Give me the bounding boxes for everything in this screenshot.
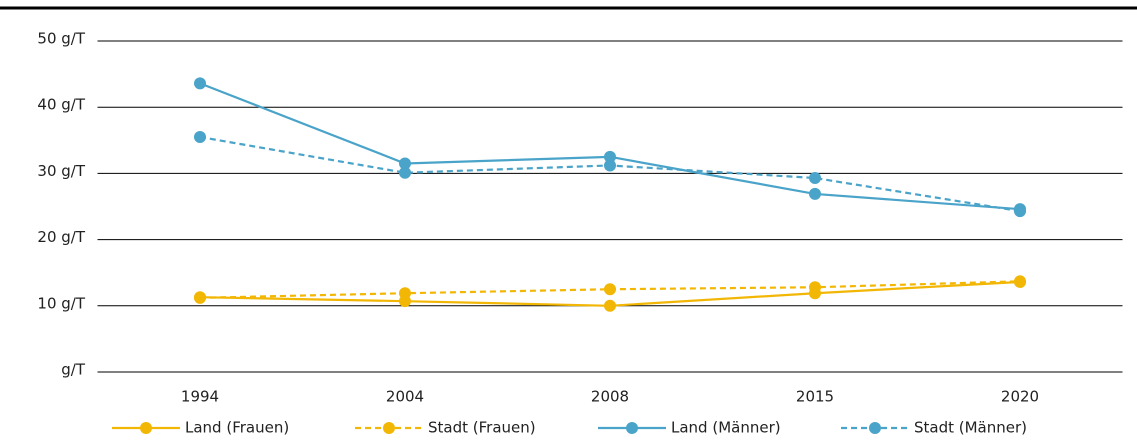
point: [399, 287, 411, 300]
x-tick-label: 2008: [591, 388, 629, 406]
legend-marker: [383, 422, 395, 434]
legend-label: Land (Frauen): [185, 419, 289, 437]
y-tick-label: 10 g/T: [37, 294, 85, 312]
point: [809, 187, 821, 200]
legend-marker: [626, 422, 638, 434]
y-tick-label: 20 g/T: [37, 228, 85, 246]
point: [399, 157, 411, 170]
point: [1014, 275, 1026, 288]
legend-label: Stadt (Männer): [914, 419, 1027, 437]
x-tick-label: 2004: [386, 388, 424, 406]
point: [809, 172, 821, 185]
legend-marker: [140, 422, 152, 434]
point: [194, 291, 206, 304]
point: [604, 159, 616, 172]
y-tick-label: 40 g/T: [37, 96, 85, 114]
point: [604, 299, 616, 312]
legend-marker: [869, 422, 881, 434]
y-tick-label: 50 g/T: [37, 30, 85, 48]
point: [604, 283, 616, 296]
point: [604, 150, 616, 163]
x-tick-label: 2020: [1001, 388, 1039, 406]
point: [1014, 205, 1026, 218]
point: [399, 166, 411, 179]
point: [809, 281, 821, 294]
y-tick-label: g/T: [61, 361, 86, 379]
point: [194, 130, 206, 143]
point: [194, 77, 206, 90]
x-tick-label: 2015: [796, 388, 834, 406]
x-tick-label: 1994: [181, 388, 219, 406]
legend-label: Land (Männer): [671, 419, 781, 437]
legend-label: Stadt (Frauen): [428, 419, 536, 437]
y-tick-label: 30 g/T: [37, 162, 85, 180]
